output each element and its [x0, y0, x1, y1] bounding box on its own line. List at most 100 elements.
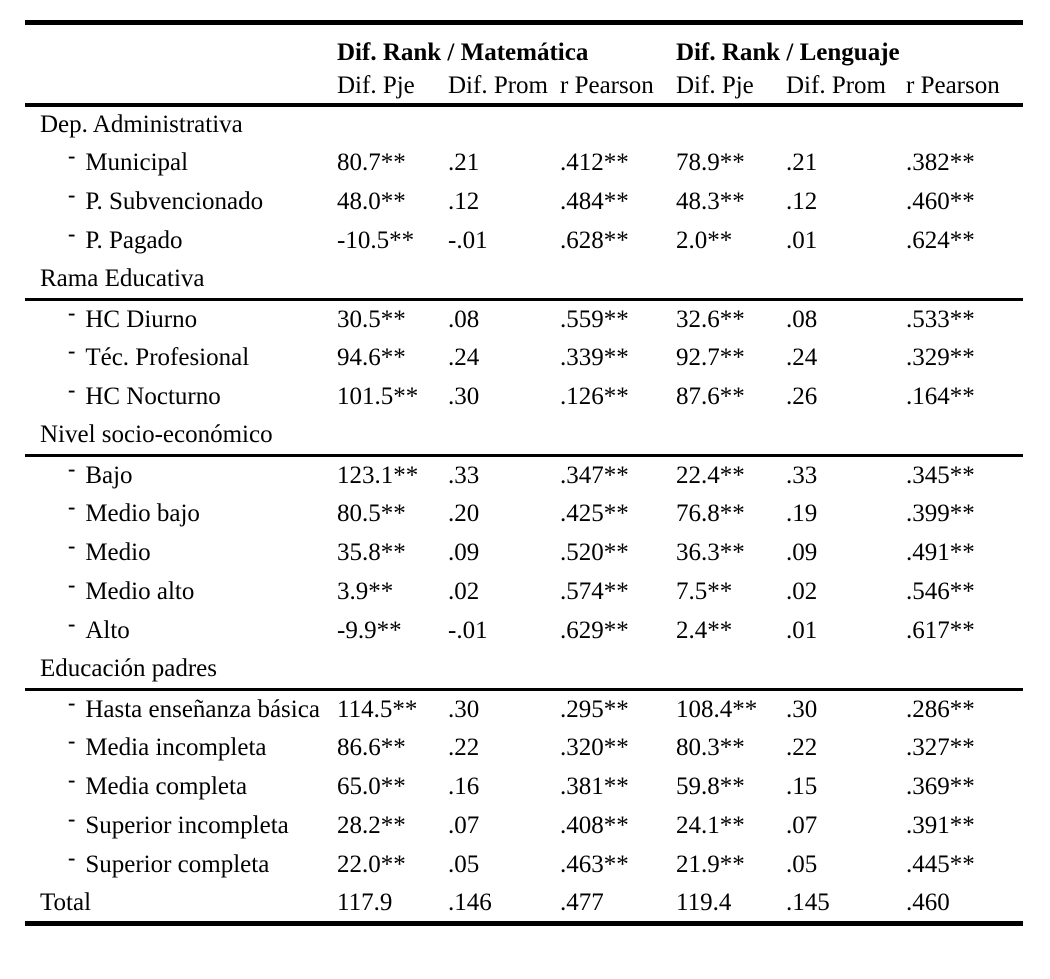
item-bullet: -	[68, 143, 76, 169]
total-value-cell: .477	[560, 884, 676, 926]
row-label: Téc. Profesional	[85, 344, 250, 371]
table-body: Dep. Administrativa - Municipal 80.7** .21.4…	[25, 105, 1023, 926]
value-cell: .02	[786, 578, 818, 605]
column-group-header-row: Dif. Rank / Matemática Dif. Rank / Lengu…	[25, 23, 1023, 69]
value-cell: 22.0**	[337, 851, 406, 878]
value-cell: -9.9**	[337, 617, 402, 644]
data-row: - Municipal 80.7** .21.412** 78.9** .21.382**	[25, 144, 1023, 183]
value-cell: .22	[448, 734, 480, 761]
row-label-cell: - Medio	[25, 534, 337, 573]
value-cell: .381**	[560, 773, 629, 800]
value-cell: .01	[786, 227, 818, 254]
value-cell: .320**	[560, 734, 629, 761]
row-label-cell: - HC Nocturno	[25, 378, 337, 417]
corner-cell	[25, 23, 337, 69]
item-bullet: -	[68, 767, 76, 793]
value-cell: .463**	[560, 851, 629, 878]
col-group-lenguaje: Dif. Rank / Lenguaje	[676, 38, 900, 66]
section-header-row: Nivel socio-económico	[25, 416, 1023, 457]
value-cell: .30	[786, 695, 818, 723]
total-value-cell: 117.9	[337, 884, 448, 926]
row-label: Superior completa	[85, 851, 270, 878]
value-cell: .24	[448, 344, 480, 371]
row-label-cell: - P. Subvencionado	[25, 183, 337, 222]
value-cell: .628**	[560, 227, 629, 254]
row-label: Superior incompleta	[85, 812, 289, 839]
value-cell: .20	[448, 500, 480, 527]
value-cell: .617**	[906, 617, 975, 644]
row-label-cell: - Bajo	[25, 456, 337, 495]
value-cell: .26	[786, 383, 818, 410]
row-label: Hasta enseñanza básica	[85, 695, 320, 723]
value-cell: 92.7**	[676, 344, 745, 371]
item-bullet: -	[68, 299, 76, 325]
value-cell: 3.9**	[337, 578, 394, 605]
value-cell: .12	[448, 188, 480, 215]
subheader-dif-prom-mat: Dif. Prom	[448, 68, 560, 107]
value-cell: .491**	[906, 539, 975, 566]
value-cell: .391**	[906, 812, 975, 839]
subheader-dif-pje-mat: Dif. Pje	[337, 68, 448, 107]
section-header-label: Dep. Administrativa	[40, 111, 243, 138]
col-group-matematica: Dif. Rank / Matemática	[337, 38, 589, 66]
value-cell: .408**	[560, 812, 629, 839]
section-header-label: Rama Educativa	[25, 260, 1023, 301]
data-row: - Superior incompleta 28.2** .07.408** 24.1*…	[25, 807, 1023, 846]
value-cell: 28.2**	[337, 812, 406, 839]
value-cell: -.01	[448, 617, 488, 644]
value-cell: .295**	[560, 695, 629, 723]
value-cell: -.01	[448, 227, 488, 254]
value-cell: .30	[448, 383, 480, 410]
data-row: - HC Diurno 30.5** .08.559** 32.6** .08.533**	[25, 300, 1023, 339]
section-header-row: Rama Educativa	[25, 260, 1023, 301]
value-cell: 32.6**	[676, 305, 745, 333]
value-cell: .327**	[906, 734, 975, 761]
row-label-cell: - P. Pagado	[25, 222, 337, 261]
row-label-cell: - Media completa	[25, 768, 337, 807]
value-cell: .08	[786, 305, 818, 333]
value-cell: 65.0**	[337, 773, 406, 800]
total-value-cell: 119.4	[676, 884, 786, 926]
value-cell: .01	[786, 617, 818, 644]
value-cell: 86.6**	[337, 734, 406, 761]
value-cell: .33	[786, 461, 818, 489]
total-label: Total	[25, 884, 337, 926]
value-cell: .05	[448, 851, 480, 878]
subheader-r-pearson-leng: r Pearson	[906, 68, 1023, 107]
value-cell: 80.5**	[337, 500, 406, 527]
data-row: - Alto -9.9** -.01.629** 2.4** .01.617**	[25, 612, 1023, 651]
value-cell: .339**	[560, 344, 629, 371]
value-cell: .520**	[560, 539, 629, 566]
value-cell: .574**	[560, 578, 629, 605]
row-label: Medio bajo	[85, 500, 200, 527]
row-label-cell: - Hasta enseñanza básica	[25, 690, 337, 729]
data-row: - Téc. Profesional 94.6** .24.339** 92.7** .2…	[25, 339, 1023, 378]
value-cell: .347**	[560, 461, 629, 489]
value-cell: 48.0**	[337, 188, 406, 215]
value-cell: .30	[448, 695, 480, 723]
row-label-cell: - Media incompleta	[25, 729, 337, 768]
value-cell: .08	[448, 305, 480, 333]
corner-cell	[25, 68, 337, 107]
row-label: Alto	[85, 617, 130, 644]
data-row: - P. Pagado -10.5** -.01.628** 2.0** .01.624*…	[25, 222, 1023, 261]
value-cell: .412**	[560, 149, 629, 176]
total-row: Total 117.9.146.477 119.4.145.460	[25, 884, 1023, 926]
value-cell: .33	[448, 461, 480, 489]
row-label-cell: - Medio bajo	[25, 495, 337, 534]
row-label: P. Pagado	[85, 227, 183, 254]
value-cell: .05	[786, 851, 818, 878]
value-cell: 35.8**	[337, 539, 406, 566]
section-header-label: Educación padres	[25, 650, 1023, 691]
value-cell: 59.8**	[676, 773, 745, 800]
item-bullet: -	[68, 455, 76, 481]
value-cell: 2.4**	[676, 617, 733, 644]
value-cell: .02	[448, 578, 480, 605]
value-cell: 24.1**	[676, 812, 745, 839]
value-cell: 94.6**	[337, 344, 406, 371]
section-header-row: Dep. Administrativa	[25, 105, 1023, 144]
row-label: Media incompleta	[85, 734, 267, 761]
value-cell: .164**	[906, 383, 975, 410]
value-cell: .19	[786, 500, 818, 527]
value-cell: 48.3**	[676, 188, 745, 215]
